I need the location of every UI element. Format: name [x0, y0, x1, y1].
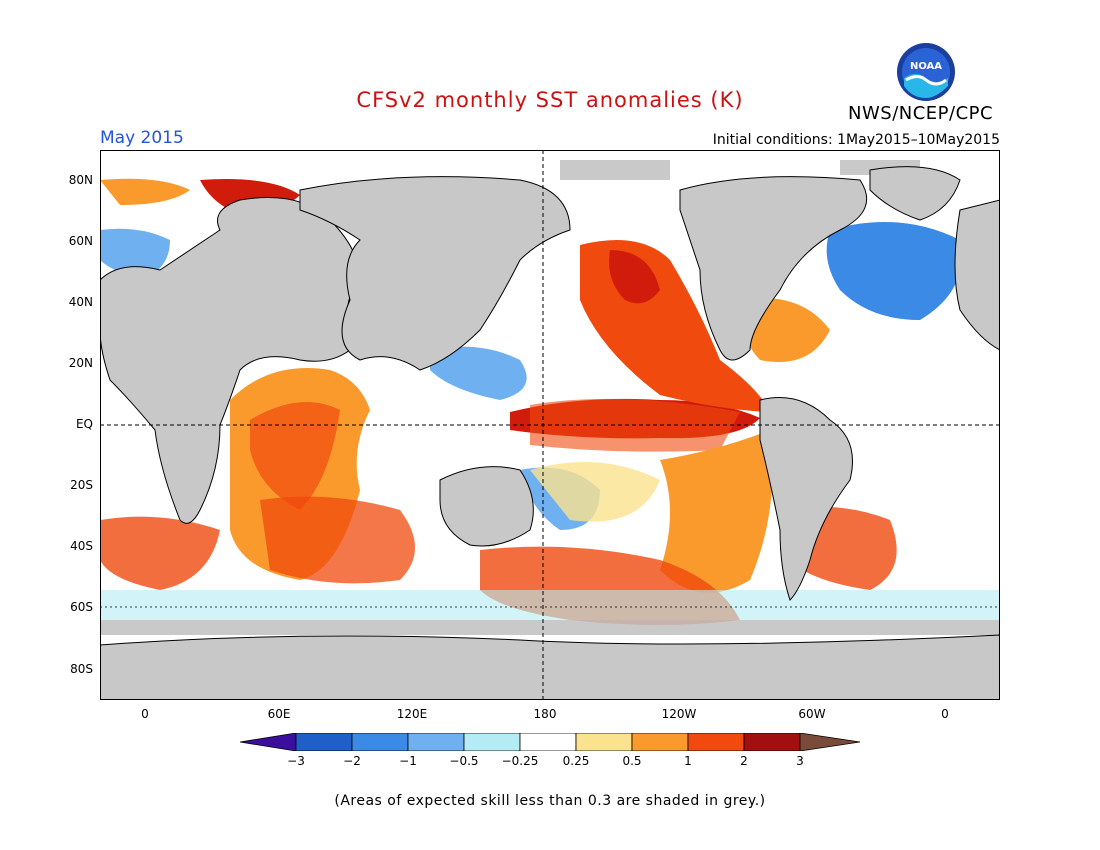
lon-label: 120E — [396, 707, 428, 721]
colorbar-min-arrow — [240, 733, 297, 751]
north-america-land — [679, 176, 868, 361]
colorbar-max-arrow — [799, 733, 860, 751]
agency-label: NWS/NCEP/CPC — [848, 103, 994, 124]
colorbar-bin — [575, 733, 633, 751]
lat-label: 80S — [70, 662, 93, 676]
lat-label: 60S — [70, 600, 93, 614]
colorbar-tick: 0.25 — [562, 754, 590, 768]
colorbar-bin — [687, 733, 745, 751]
lon-label: 0 — [941, 707, 949, 721]
colorbar-bin — [463, 733, 521, 751]
asia-land — [299, 176, 571, 371]
lat-label: 20S — [70, 478, 93, 492]
colorbar-bin — [407, 733, 465, 751]
map-title: CFSv2 monthly SST anomalies (K) — [356, 88, 744, 112]
lon-label: 60E — [267, 707, 291, 721]
colorbar-tick: −3 — [287, 754, 305, 768]
colorbar-tick: −0.25 — [501, 754, 539, 768]
australia-land — [439, 466, 534, 547]
sst-anomaly-map — [100, 150, 1000, 700]
colorbar-tick: 3 — [796, 754, 804, 768]
lat-label: 40N — [68, 295, 93, 309]
antarctica-land — [100, 634, 1000, 700]
lat-label: 40S — [70, 539, 93, 553]
colorbar-bin — [631, 733, 689, 751]
colorbar-bin — [743, 733, 801, 751]
colorbar-bin — [351, 733, 409, 751]
north-atlantic-cool — [826, 222, 962, 320]
colorbar-tick: 1 — [684, 754, 692, 768]
greenland-land — [869, 166, 961, 221]
svg-text:NOAA: NOAA — [910, 61, 942, 72]
lon-label: 0 — [141, 707, 149, 721]
anomaly-fields — [100, 178, 1000, 625]
south-america-land — [759, 397, 853, 601]
colorbar-bin — [519, 733, 577, 751]
lat-label: 20N — [68, 356, 93, 370]
colorbar-tick: 0.5 — [622, 754, 642, 768]
africa-europe-land — [100, 197, 361, 524]
lon-label: 120W — [661, 707, 697, 721]
land — [100, 166, 1000, 700]
lat-label: EQ — [75, 417, 93, 431]
lon-label: 60W — [798, 707, 826, 721]
lat-label: 80N — [68, 173, 93, 187]
lat-label: 60N — [68, 234, 93, 248]
west-pacific-cool — [430, 346, 527, 400]
lon-label: 180 — [533, 707, 557, 721]
colorbar-tick: 2 — [740, 754, 748, 768]
colorbar — [240, 733, 860, 751]
colorbar-tick: −0.5 — [449, 754, 479, 768]
colorbar-tick: −2 — [343, 754, 361, 768]
initial-conditions: Initial conditions: 1May2015–10May2015 — [712, 132, 1000, 148]
colorbar-bin — [295, 733, 353, 751]
noaa-logo: NOAA — [897, 43, 955, 101]
colorbar-tick: −1 — [399, 754, 417, 768]
valid-month: May 2015 — [100, 128, 184, 148]
skill-footnote: (Areas of expected skill less than 0.3 a… — [334, 793, 766, 809]
